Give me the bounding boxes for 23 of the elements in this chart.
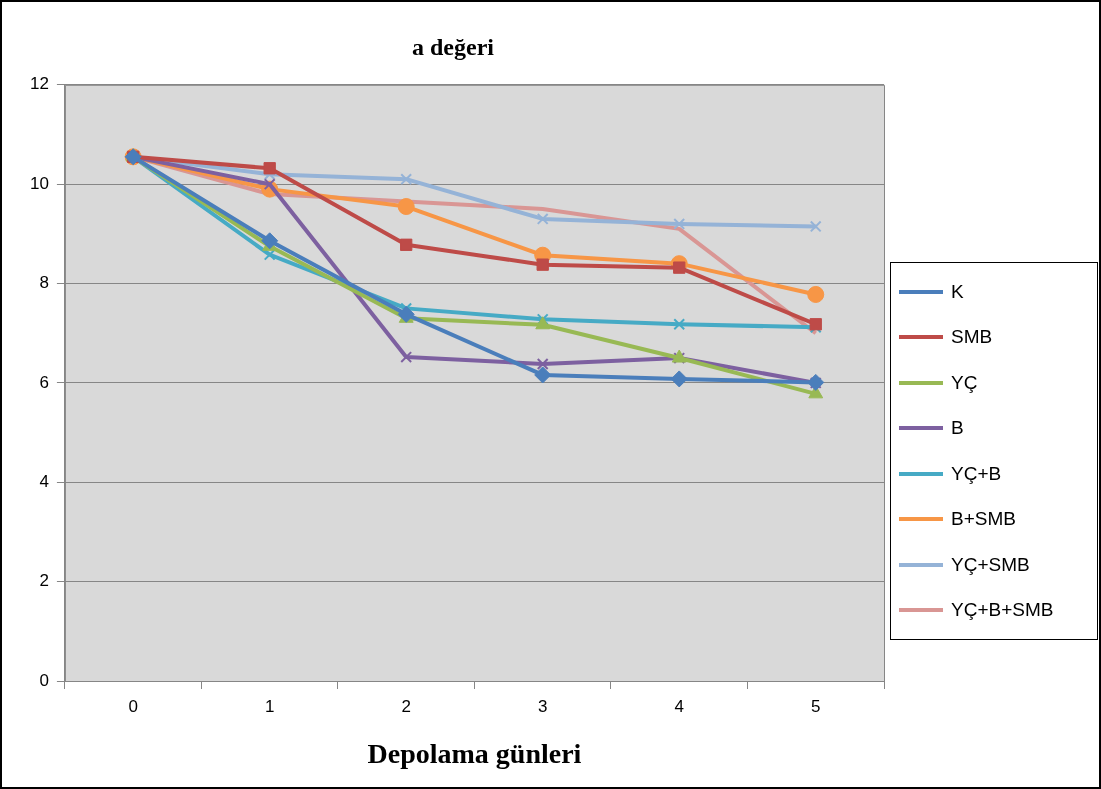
x-tick-label: 4 [674, 696, 684, 716]
legend-label: YÇ+B [951, 462, 1002, 485]
legend-label: YÇ [951, 371, 978, 394]
x-tick-label: 0 [128, 696, 138, 716]
legend-label: B+SMB [951, 508, 1016, 531]
legend-label: B [951, 417, 964, 440]
legend-label: K [951, 280, 964, 303]
y-tick-label: 2 [39, 571, 49, 591]
y-tick-label: 4 [39, 471, 49, 491]
y-tick-label: 8 [39, 273, 49, 293]
x-tick-label: 1 [264, 696, 275, 716]
x-tick-label: 3 [537, 696, 548, 716]
y-tick-label: 6 [39, 372, 49, 392]
y-tick-label: 0 [39, 670, 49, 690]
y-tick-label: 10 [29, 173, 49, 193]
legend-label: SMB [951, 326, 993, 349]
x-tick-label: 2 [401, 696, 411, 716]
chart-title: a değeri [412, 33, 495, 60]
y-tick-label: 12 [29, 74, 49, 94]
legend-label: YÇ+SMB [951, 553, 1030, 576]
legend-label: YÇ+B+SMB [951, 599, 1054, 622]
x-tick-label: 5 [811, 696, 821, 716]
x-axis-title: Depolama günleri [367, 738, 582, 770]
